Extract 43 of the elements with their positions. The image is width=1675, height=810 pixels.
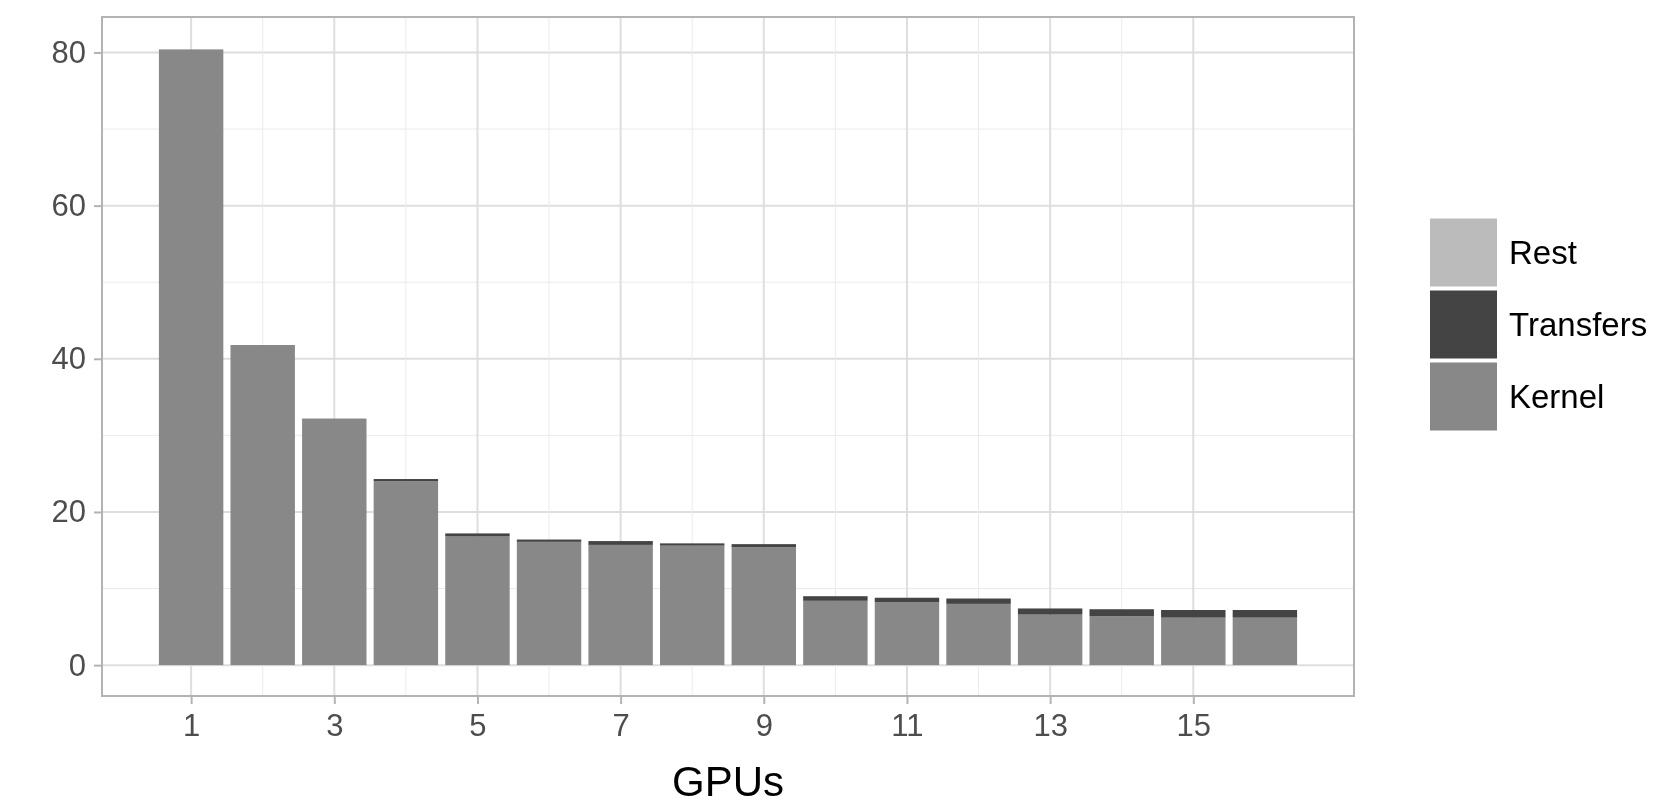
bar (373, 481, 439, 666)
bar (731, 547, 796, 666)
bar (230, 345, 295, 666)
x-tick-label: 1 (183, 708, 201, 744)
bar (803, 600, 868, 666)
bar (445, 533, 510, 537)
legend-label: Transfers (1509, 305, 1648, 343)
legend-label: Rest (1509, 233, 1577, 271)
x-tick-label: 5 (469, 708, 487, 744)
bar (516, 541, 582, 666)
bar (158, 49, 224, 666)
y-tick-label: 20 (51, 494, 86, 530)
bar (588, 541, 653, 545)
bar (588, 544, 653, 666)
x-axis-title: GPUs (671, 758, 785, 805)
x-tick-label: 9 (755, 708, 773, 744)
bar (660, 543, 725, 546)
y-tick-label: 80 (51, 34, 86, 70)
y-tick-label: 40 (51, 341, 86, 377)
bar (1232, 617, 1298, 666)
y-tick-label: 0 (68, 647, 86, 683)
bar (946, 598, 1011, 604)
x-tick-label: 15 (1176, 708, 1212, 744)
bar (1161, 617, 1226, 666)
bar (1161, 610, 1226, 618)
x-tick-label: 3 (326, 708, 344, 744)
bar (1232, 610, 1298, 618)
x-tick-label: 7 (612, 708, 630, 744)
bar (302, 418, 367, 666)
bar (803, 596, 868, 601)
legend-label: Kernel (1509, 377, 1605, 415)
bar (946, 603, 1011, 666)
x-tick-label: 13 (1033, 708, 1068, 744)
bar (731, 544, 796, 548)
bar (1089, 616, 1154, 666)
bar (874, 602, 940, 666)
bar (660, 545, 725, 666)
bar (1089, 609, 1154, 617)
y-tick-label: 60 (51, 188, 86, 224)
bar (445, 536, 510, 666)
x-tick-label: 11 (891, 708, 924, 744)
bar (1017, 614, 1083, 666)
bar (1017, 608, 1083, 615)
